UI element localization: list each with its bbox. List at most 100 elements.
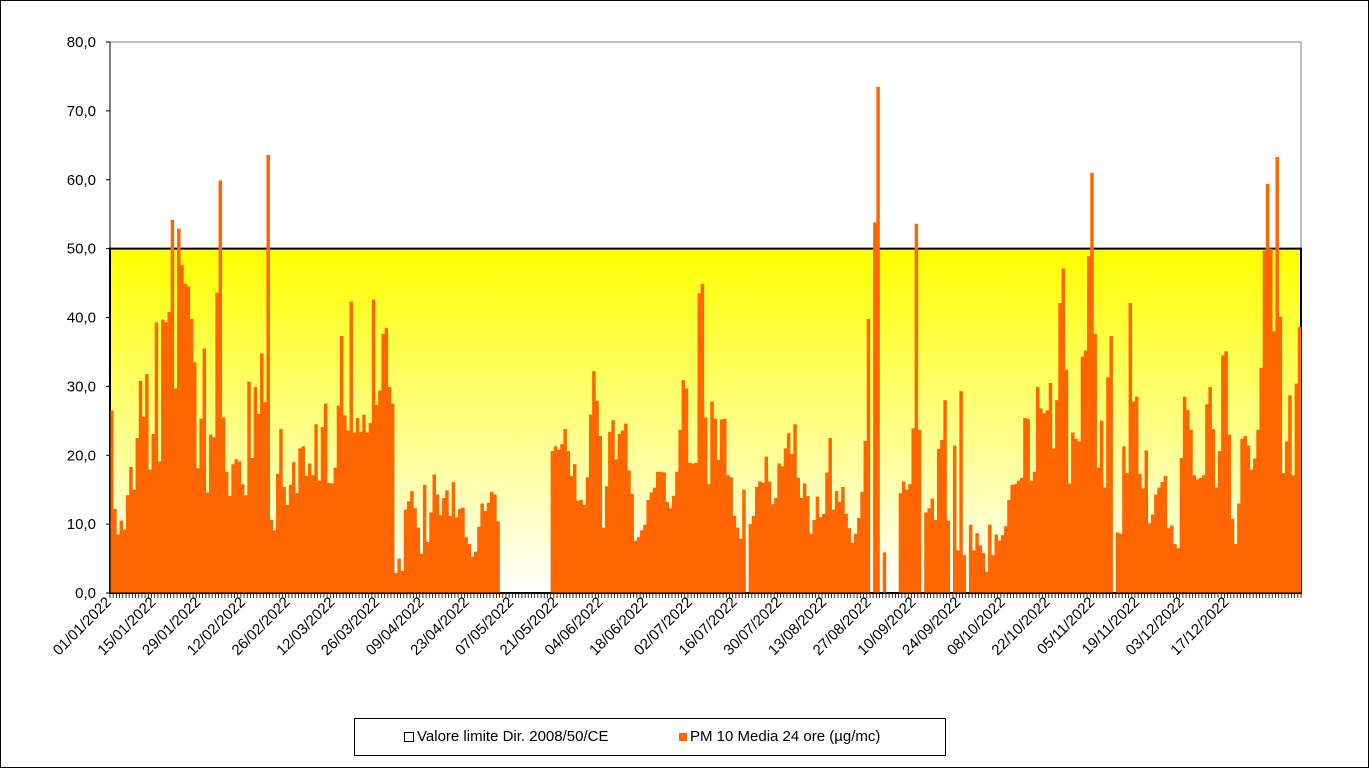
bar	[917, 429, 922, 593]
bar	[933, 519, 938, 593]
bar	[413, 508, 417, 593]
bar	[470, 556, 475, 593]
bar	[678, 429, 682, 593]
bar	[1032, 471, 1037, 593]
bar	[1233, 544, 1238, 593]
bar	[911, 428, 915, 593]
bar	[1115, 532, 1120, 593]
bar	[818, 517, 823, 593]
bar	[1192, 475, 1196, 593]
bar	[624, 423, 628, 593]
bar	[231, 464, 235, 593]
bar	[1125, 473, 1129, 593]
bar	[601, 527, 606, 593]
bar	[914, 223, 919, 593]
bar	[1281, 473, 1286, 593]
bar	[975, 533, 979, 593]
bar	[138, 380, 143, 593]
bar	[1087, 256, 1091, 593]
bar	[786, 433, 791, 593]
bar	[620, 430, 625, 593]
bar	[595, 400, 599, 593]
bar	[1259, 367, 1263, 593]
bar	[751, 515, 756, 593]
bar	[876, 86, 880, 594]
bar	[1122, 446, 1126, 593]
bar	[1211, 429, 1216, 593]
bar	[375, 404, 379, 593]
bar	[250, 458, 254, 593]
bar	[1294, 383, 1299, 593]
bar	[1147, 523, 1152, 593]
bar	[691, 463, 695, 593]
legend: Valore limite Dir. 2008/50/CE PM 10 Medi…	[354, 718, 946, 756]
bar	[371, 299, 376, 593]
bar	[656, 471, 660, 593]
bar	[435, 494, 440, 593]
bar	[314, 424, 318, 593]
bar	[378, 390, 382, 593]
bar	[598, 435, 603, 593]
bar	[426, 542, 430, 593]
bar	[777, 463, 781, 593]
bar	[416, 527, 421, 593]
bar	[419, 553, 424, 593]
bar	[1278, 316, 1283, 593]
bar	[1269, 248, 1273, 594]
bar	[110, 410, 114, 593]
bar	[464, 537, 468, 593]
bar	[841, 486, 845, 593]
y-tick-label: 70,0	[67, 103, 96, 120]
bar	[1103, 487, 1107, 593]
bar	[582, 504, 587, 593]
bar	[148, 469, 152, 593]
bar	[780, 466, 785, 593]
bar	[1195, 479, 1200, 593]
bar	[809, 533, 813, 593]
bar	[1020, 477, 1024, 593]
bar	[754, 486, 759, 593]
bar	[681, 380, 686, 593]
bar	[1071, 432, 1075, 593]
bar	[317, 480, 322, 593]
bar	[1291, 475, 1295, 593]
bar	[1119, 533, 1123, 593]
bar	[432, 474, 436, 593]
legend-swatch-pm10	[679, 732, 687, 741]
bar	[659, 471, 663, 593]
bar	[1074, 438, 1078, 593]
bar	[630, 493, 634, 593]
bar	[129, 466, 133, 593]
bar	[553, 446, 558, 593]
bar	[940, 440, 944, 593]
bar	[802, 483, 807, 593]
bar	[1061, 268, 1066, 593]
bar	[1138, 473, 1142, 593]
bar	[608, 431, 612, 593]
bar	[461, 507, 465, 593]
bar	[224, 471, 229, 593]
bar	[1013, 484, 1018, 593]
bar	[489, 491, 494, 593]
bar	[387, 387, 392, 593]
bar	[633, 540, 638, 593]
legend-label-limit: Valore limite Dir. 2008/50/CE	[417, 728, 609, 745]
y-tick-label: 80,0	[67, 34, 96, 51]
bar	[1217, 451, 1222, 593]
bar	[438, 515, 443, 593]
bar	[716, 460, 721, 593]
bar	[924, 512, 928, 593]
bar	[697, 293, 702, 593]
bar	[253, 387, 258, 593]
bar	[1093, 334, 1097, 593]
bar	[368, 422, 373, 593]
y-tick-label: 0,0	[75, 585, 96, 602]
bar	[1230, 518, 1235, 593]
bar	[304, 475, 309, 593]
bar	[1240, 438, 1244, 593]
bar	[355, 418, 360, 593]
bar	[1128, 303, 1133, 593]
bar	[215, 292, 219, 593]
bar	[157, 461, 162, 593]
